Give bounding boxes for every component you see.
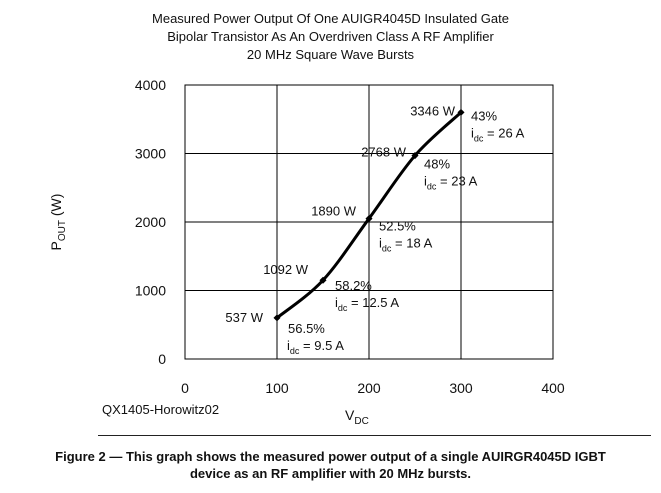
y-axis-label-sub: OUT xyxy=(56,219,68,242)
y-tick-label: 2000 xyxy=(135,214,166,230)
y-tick-label: 0 xyxy=(158,351,166,367)
caption-divider xyxy=(98,435,651,436)
y-tick-label: 3000 xyxy=(135,146,166,162)
x-tick-label: 100 xyxy=(265,380,289,396)
efficiency-data-label: 43% xyxy=(471,108,497,123)
x-tick-label: 200 xyxy=(357,380,381,396)
idc-data-label: idc = 12.5 A xyxy=(335,295,399,313)
data-point-marker xyxy=(365,215,373,223)
chart-title-line-1: Measured Power Output Of One AUIGR4045D … xyxy=(152,11,509,26)
power-data-label: 2768 W xyxy=(361,145,407,160)
chart-title-line-3: 20 MHz Square Wave Bursts xyxy=(246,47,415,62)
power-data-label: 1092 W xyxy=(263,262,309,277)
idc-data-label: idc = 26 A xyxy=(471,125,525,143)
y-axis-label-main: P xyxy=(48,241,65,251)
idc-data-label: idc = 9.5 A xyxy=(287,338,344,356)
x-axis-label-main: V xyxy=(345,407,355,423)
data-point-marker xyxy=(411,152,419,160)
efficiency-data-label: 52.5% xyxy=(379,219,416,234)
idc-data-label: idc = 18 A xyxy=(379,236,433,254)
chart-title-line-2: Bipolar Transistor As An Overdriven Clas… xyxy=(167,29,494,44)
efficiency-data-label: 48% xyxy=(424,157,450,172)
y-axis-label: POUT (W) xyxy=(48,194,68,251)
x-axis-label: VDC xyxy=(345,407,369,427)
power-data-label: 1890 W xyxy=(311,204,357,219)
x-axis-label-sub: DC xyxy=(354,415,369,427)
x-tick-label: 300 xyxy=(449,380,473,396)
caption-line-1: Figure 2 — This graph shows the measured… xyxy=(55,449,606,464)
caption-line-2: device as an RF amplifier with 20 MHz bu… xyxy=(189,466,472,481)
efficiency-data-label: 58.2% xyxy=(335,278,372,293)
y-tick-label: 4000 xyxy=(135,77,166,93)
x-tick-label: 400 xyxy=(541,380,565,396)
efficiency-data-label: 56.5% xyxy=(288,321,325,336)
power-data-label: 537 W xyxy=(225,310,263,325)
figure-caption: Figure 2 — This graph shows the measured… xyxy=(0,448,661,482)
idc-data-label: idc = 23 A xyxy=(424,174,478,192)
data-point-marker xyxy=(273,314,281,322)
x-tick-label: 0 xyxy=(181,380,189,396)
chart-title: Measured Power Output Of One AUIGR4045D … xyxy=(0,10,661,64)
y-axis-label-unit: (W) xyxy=(48,193,65,220)
y-tick-label: 1000 xyxy=(135,283,166,299)
data-point-marker xyxy=(319,276,327,284)
power-data-label: 3346 W xyxy=(410,103,456,118)
data-point-marker xyxy=(457,108,465,116)
figure-credit: QX1405-Horowitz02 xyxy=(102,402,220,417)
